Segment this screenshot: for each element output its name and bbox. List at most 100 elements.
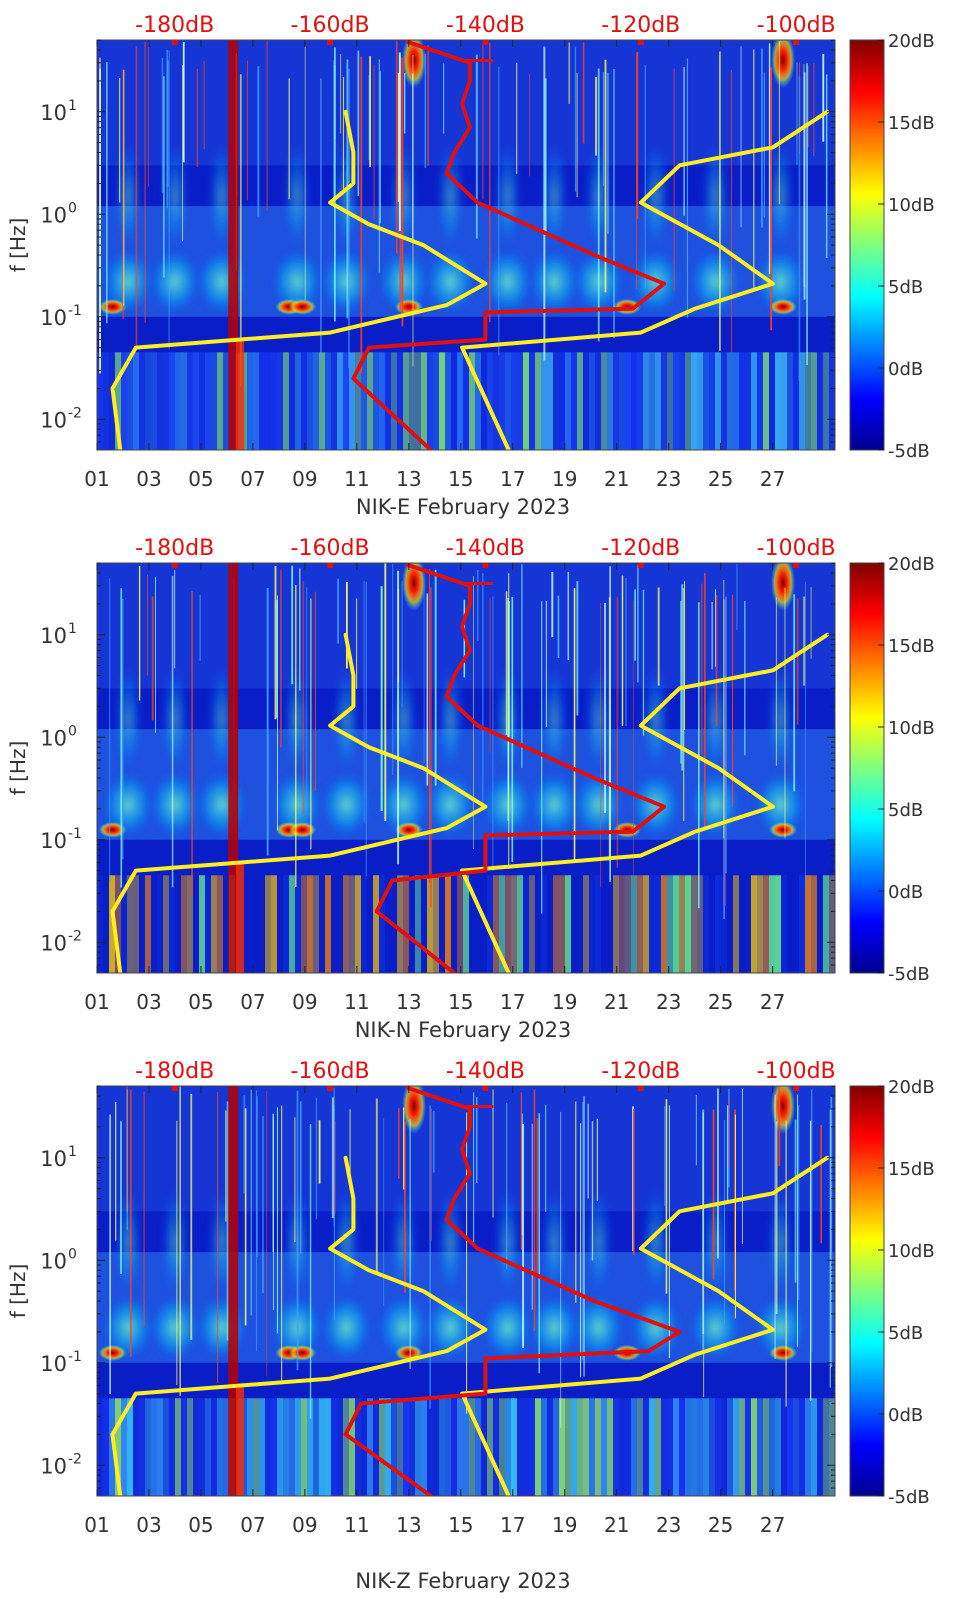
colorbar-label: 0dB (888, 1405, 923, 1426)
noise-column (493, 875, 499, 973)
x-axis-label: NIK-N February 2023 (355, 1018, 572, 1042)
noise-column (559, 1398, 565, 1496)
noise-column (463, 352, 469, 450)
model-noise-curve (460, 109, 830, 450)
noise-column (547, 875, 553, 973)
noise-column (703, 1398, 709, 1496)
colorbar-label: 5dB (888, 1323, 923, 1344)
top-axis-marker (327, 563, 334, 568)
noise-column (733, 875, 739, 973)
x-tick-label: 15 (448, 467, 473, 491)
noise-column (181, 1398, 187, 1496)
top-axis-db-label: -120dB (601, 536, 680, 561)
noise-column (763, 1398, 769, 1496)
y-tick-label: 10 (40, 1147, 67, 1171)
noise-column (607, 1398, 613, 1496)
noise-column (253, 875, 259, 973)
y-tick-label: 10 (40, 931, 67, 955)
noise-column (637, 1398, 643, 1496)
earthquake-band (228, 1086, 239, 1496)
x-tick-label: 23 (656, 1513, 681, 1537)
noise-column (133, 1398, 139, 1496)
x-tick-label: 27 (760, 467, 785, 491)
noise-column (745, 875, 751, 973)
noise-column (115, 1398, 121, 1496)
noise-column (373, 1398, 379, 1496)
noise-column (151, 352, 157, 450)
noise-column (343, 1398, 349, 1496)
noise-column (361, 352, 367, 450)
noise-column (283, 1398, 289, 1496)
noise-column (151, 875, 157, 973)
noise-column (535, 875, 541, 973)
colorbar-label: 10dB (888, 718, 935, 739)
noise-column (733, 352, 739, 450)
x-tick-label: 01 (84, 1513, 109, 1537)
noise-column (643, 1398, 649, 1496)
noise-column (403, 1398, 409, 1496)
noise-column (685, 875, 691, 973)
noise-column (253, 1398, 259, 1496)
y-tick-label: 10 (40, 203, 67, 227)
noise-column (439, 1398, 445, 1496)
noise-column (769, 875, 775, 973)
noise-column (595, 352, 601, 450)
colorbar-label: -5dB (888, 1487, 930, 1508)
noise-column (199, 352, 205, 450)
y-tick-exponent: -1 (68, 826, 82, 842)
noise-column (535, 352, 541, 450)
y-tick-exponent: -1 (68, 303, 82, 319)
noise-column (805, 352, 811, 450)
y-tick-exponent: 0 (68, 723, 77, 739)
noise-column (103, 1398, 109, 1496)
noise-column (367, 352, 373, 450)
noise-column (103, 875, 109, 973)
noise-column (775, 1398, 781, 1496)
model-noise-curve (110, 109, 488, 450)
noise-column (151, 1398, 157, 1496)
energy-hotspot (98, 821, 127, 838)
noise-column (271, 875, 277, 973)
noise-column (343, 875, 349, 973)
noise-column (703, 875, 709, 973)
noise-column (823, 352, 829, 450)
noise-column (457, 352, 463, 450)
noise-column (649, 875, 655, 973)
noise-column (445, 1398, 451, 1496)
noise-column (517, 1398, 523, 1496)
x-axis-label: NIK-E February 2023 (356, 495, 570, 519)
noise-column (829, 875, 835, 973)
noise-column (607, 875, 613, 973)
model-noise-curve (110, 1155, 488, 1496)
noise-column (499, 1398, 505, 1496)
noise-column (391, 1398, 397, 1496)
noise-column (379, 1398, 385, 1496)
noise-column (271, 352, 277, 450)
noise-column (589, 352, 595, 450)
top-axis-db-label: -120dB (601, 13, 680, 38)
noise-column (385, 875, 391, 973)
noise-column (427, 1398, 433, 1496)
x-tick-label: 25 (708, 467, 733, 491)
top-axis-marker (171, 563, 178, 568)
colorbar-label: 10dB (888, 1241, 935, 1262)
x-tick-label: 05 (188, 990, 213, 1014)
noise-column (409, 1398, 415, 1496)
noise-column (193, 352, 199, 450)
noise-column (253, 352, 259, 450)
noise-column (757, 352, 763, 450)
noise-column (637, 875, 643, 973)
noise-column (313, 875, 319, 973)
noise-column (523, 352, 529, 450)
noise-column (403, 352, 409, 450)
noise-column (619, 1398, 625, 1496)
noise-column (109, 875, 115, 973)
noise-column (139, 875, 145, 973)
x-tick-label: 05 (188, 467, 213, 491)
noise-column (493, 1398, 499, 1496)
noise-column (325, 352, 331, 450)
noise-column (145, 352, 151, 450)
noise-column (757, 875, 763, 973)
noise-column (535, 1398, 541, 1496)
noise-column (793, 352, 799, 450)
